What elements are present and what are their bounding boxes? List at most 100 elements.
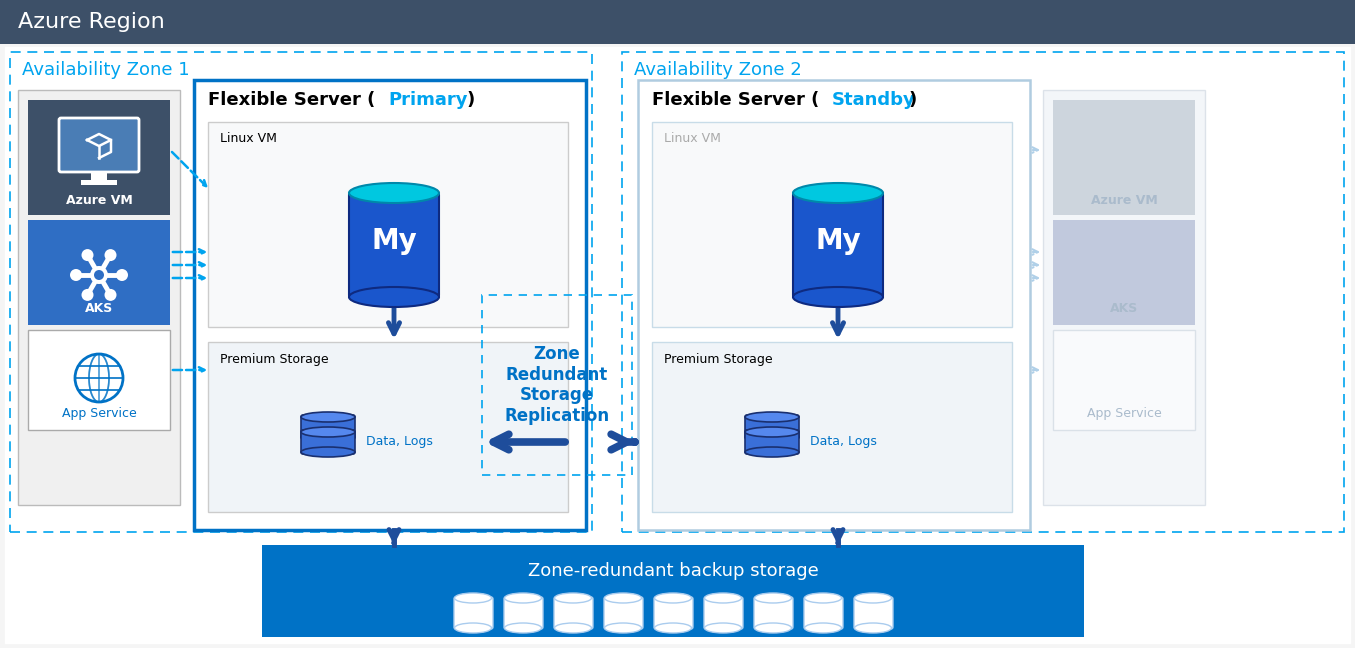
Bar bbox=[81, 180, 117, 185]
FancyBboxPatch shape bbox=[804, 597, 843, 629]
Ellipse shape bbox=[301, 432, 355, 442]
Bar bbox=[482, 295, 631, 475]
Text: ): ) bbox=[466, 91, 474, 109]
Text: Data, Logs: Data, Logs bbox=[810, 435, 877, 448]
Circle shape bbox=[81, 289, 93, 301]
Ellipse shape bbox=[805, 593, 841, 603]
Text: Zone-redundant backup storage: Zone-redundant backup storage bbox=[527, 562, 818, 580]
Ellipse shape bbox=[654, 623, 691, 633]
Text: Premium Storage: Premium Storage bbox=[664, 354, 772, 367]
Ellipse shape bbox=[504, 593, 542, 603]
Ellipse shape bbox=[745, 412, 799, 422]
Text: My: My bbox=[816, 227, 860, 255]
Bar bbox=[18, 90, 180, 505]
Circle shape bbox=[117, 269, 127, 281]
Text: App Service: App Service bbox=[61, 408, 137, 421]
Ellipse shape bbox=[350, 287, 439, 307]
FancyBboxPatch shape bbox=[350, 191, 439, 299]
Text: Azure Region: Azure Region bbox=[18, 12, 165, 32]
Ellipse shape bbox=[504, 623, 542, 633]
Text: App Service: App Service bbox=[1087, 408, 1161, 421]
FancyBboxPatch shape bbox=[753, 597, 793, 629]
Text: Flexible Server (: Flexible Server ( bbox=[209, 91, 375, 109]
Ellipse shape bbox=[745, 432, 799, 442]
Bar bbox=[209, 122, 568, 327]
Ellipse shape bbox=[705, 593, 741, 603]
Bar bbox=[0, 0, 1355, 44]
FancyBboxPatch shape bbox=[745, 430, 799, 454]
Bar bbox=[622, 52, 1344, 532]
FancyBboxPatch shape bbox=[301, 415, 355, 439]
Bar bbox=[1053, 100, 1195, 215]
FancyBboxPatch shape bbox=[604, 597, 644, 629]
Bar bbox=[209, 342, 568, 512]
Bar bbox=[1043, 90, 1205, 505]
Ellipse shape bbox=[745, 427, 799, 437]
Text: Availability Zone 1: Availability Zone 1 bbox=[22, 61, 190, 79]
FancyBboxPatch shape bbox=[654, 597, 692, 629]
Bar bbox=[638, 80, 1030, 530]
Text: AKS: AKS bbox=[85, 301, 112, 314]
Bar bbox=[262, 545, 1084, 637]
Bar bbox=[9, 52, 592, 532]
Ellipse shape bbox=[454, 623, 492, 633]
Text: ): ) bbox=[908, 91, 916, 109]
Text: Azure VM: Azure VM bbox=[65, 194, 133, 207]
Ellipse shape bbox=[755, 623, 791, 633]
Text: Linux VM: Linux VM bbox=[220, 132, 276, 145]
Bar bbox=[652, 342, 1012, 512]
Text: My: My bbox=[371, 227, 417, 255]
Text: Premium Storage: Premium Storage bbox=[220, 354, 329, 367]
Text: Linux VM: Linux VM bbox=[664, 132, 721, 145]
Ellipse shape bbox=[793, 183, 883, 203]
Text: Flexible Server (: Flexible Server ( bbox=[652, 91, 820, 109]
Bar bbox=[1053, 330, 1195, 430]
FancyBboxPatch shape bbox=[554, 597, 593, 629]
FancyBboxPatch shape bbox=[60, 118, 140, 172]
Ellipse shape bbox=[654, 593, 691, 603]
Bar bbox=[28, 220, 169, 325]
Text: Primary: Primary bbox=[388, 91, 467, 109]
Ellipse shape bbox=[793, 287, 883, 307]
Bar bbox=[28, 330, 169, 430]
FancyBboxPatch shape bbox=[745, 415, 799, 439]
Ellipse shape bbox=[855, 623, 892, 633]
Text: Zone
Redundant
Storage
Replication: Zone Redundant Storage Replication bbox=[504, 345, 610, 425]
Ellipse shape bbox=[745, 447, 799, 457]
FancyBboxPatch shape bbox=[504, 597, 543, 629]
Bar bbox=[652, 122, 1012, 327]
Ellipse shape bbox=[350, 183, 439, 203]
Circle shape bbox=[81, 249, 93, 261]
Circle shape bbox=[104, 289, 117, 301]
Ellipse shape bbox=[301, 412, 355, 422]
Ellipse shape bbox=[805, 623, 841, 633]
Bar bbox=[1053, 220, 1195, 325]
FancyBboxPatch shape bbox=[854, 597, 893, 629]
Bar bbox=[194, 80, 585, 530]
FancyBboxPatch shape bbox=[301, 430, 355, 454]
Bar bbox=[91, 172, 107, 180]
Ellipse shape bbox=[855, 593, 892, 603]
Circle shape bbox=[70, 269, 83, 281]
Ellipse shape bbox=[554, 593, 592, 603]
Circle shape bbox=[93, 270, 104, 280]
Text: Standby: Standby bbox=[832, 91, 916, 109]
FancyBboxPatch shape bbox=[454, 597, 493, 629]
Ellipse shape bbox=[301, 427, 355, 437]
Text: Data, Logs: Data, Logs bbox=[366, 435, 432, 448]
Bar bbox=[28, 100, 169, 215]
Circle shape bbox=[89, 266, 108, 284]
FancyBboxPatch shape bbox=[793, 191, 883, 299]
Ellipse shape bbox=[554, 623, 592, 633]
Ellipse shape bbox=[604, 593, 641, 603]
Ellipse shape bbox=[604, 623, 641, 633]
Circle shape bbox=[104, 249, 117, 261]
Ellipse shape bbox=[755, 593, 791, 603]
Ellipse shape bbox=[454, 593, 492, 603]
Ellipse shape bbox=[301, 447, 355, 457]
Text: Azure VM: Azure VM bbox=[1091, 194, 1157, 207]
Text: AKS: AKS bbox=[1110, 301, 1138, 314]
Text: Availability Zone 2: Availability Zone 2 bbox=[634, 61, 802, 79]
FancyBboxPatch shape bbox=[705, 597, 743, 629]
Ellipse shape bbox=[705, 623, 741, 633]
